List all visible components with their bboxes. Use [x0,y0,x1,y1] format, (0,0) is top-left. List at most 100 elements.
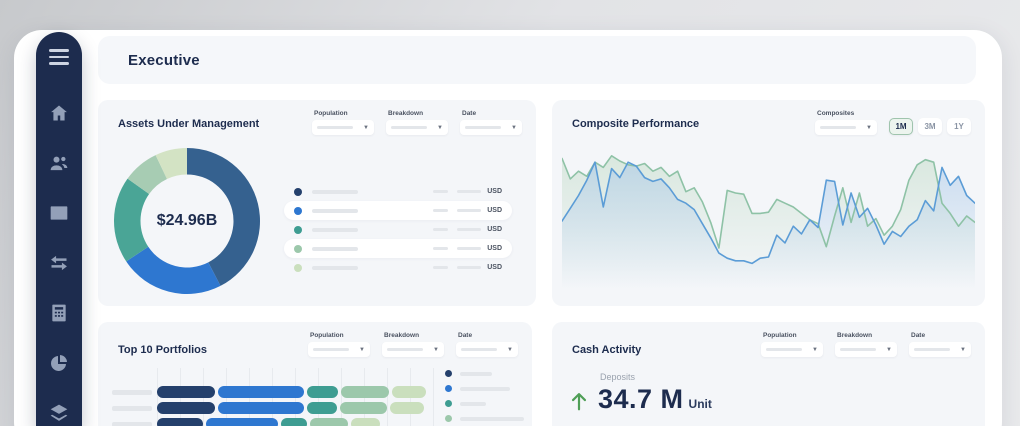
donut-segment [187,148,260,286]
redacted-value [387,348,423,351]
population-select[interactable]: ▼ [761,342,823,357]
redacted-value [914,348,950,351]
aum-legend-row: USD [284,239,512,258]
bar-segment [310,418,348,426]
legend-dot [294,187,302,196]
breakdown-select[interactable]: ▼ [386,120,448,135]
layers-icon[interactable] [49,403,69,423]
calculator-icon[interactable] [49,303,69,323]
composites-select[interactable]: ▼ [815,120,877,135]
card-cash-activity: Cash Activity Population ▼ Breakdown ▼ D… [552,322,985,426]
portfolio-bar-row [112,402,518,414]
redacted-label [312,246,358,251]
filter-label-composites: Composites [817,110,855,117]
date-select[interactable]: ▼ [456,342,518,357]
card-assets-under-management: Assets Under Management Population ▼ Bre… [98,100,536,306]
redacted-label [112,405,152,411]
redacted-value [433,189,449,194]
redacted-label [460,401,486,406]
redacted-value [465,126,501,129]
card-composite-performance: Composite Performance Composites ▼ 1M 3M… [552,100,985,306]
breakdown-select[interactable]: ▼ [382,342,444,357]
deposits-metric: Deposits 34.7 M Unit [568,372,712,415]
redacted-value [313,348,349,351]
deposits-unit: Unit [688,397,712,411]
donut-segment [127,155,168,195]
redacted-value [457,265,482,270]
filter-label-population: Population [310,332,344,339]
redacted-value [457,246,482,251]
redacted-label [112,389,152,395]
chevron-down-icon: ▼ [359,346,365,353]
redacted-label [460,371,492,376]
legend-dot [294,244,302,253]
redacted-value [433,208,449,213]
redacted-value [317,126,353,129]
legend-dot [445,385,452,392]
card-title: Composite Performance [572,118,700,130]
redacted-value [457,227,482,232]
donut-segment [155,148,187,180]
currency-label: USD [487,264,502,271]
chevron-down-icon: ▼ [507,346,513,353]
range-button-3m[interactable]: 3M [918,118,942,135]
redacted-label [312,265,358,270]
performance-icon[interactable] [49,203,69,223]
redacted-label [112,421,152,426]
chevron-down-icon: ▼ [812,346,818,353]
chevron-down-icon: ▼ [960,346,966,353]
filter-label-breakdown: Breakdown [837,332,873,339]
bar-segment [341,386,389,398]
redacted-value [391,126,427,129]
date-select[interactable]: ▼ [909,342,971,357]
aum-legend-row: USD [284,201,512,220]
breakdown-select[interactable]: ▼ [835,342,897,357]
top10-legend-item [445,368,524,379]
home-icon[interactable] [49,103,69,123]
bar-segment [351,418,380,426]
deposits-value: 34.7 M [598,384,684,414]
filter-label-population: Population [314,110,348,117]
aum-legend-row: USD [284,220,512,239]
bar-segment [157,418,203,426]
portfolio-bar-row [112,386,518,398]
redacted-value [461,348,497,351]
bar-segment [307,402,337,414]
legend-dot [445,370,452,377]
aum-legend-row: USD [284,258,512,277]
aum-donut-chart: $24.96B [112,146,262,296]
card-title: Cash Activity [572,344,642,356]
filter-label-date: Date [462,110,477,117]
filter-label-date: Date [458,332,473,339]
bar-segment [206,418,278,426]
bar-segment [157,402,215,414]
users-icon[interactable] [49,153,69,173]
aum-legend-row: USD [284,182,512,201]
chevron-down-icon: ▼ [511,124,517,131]
range-button-1m[interactable]: 1M [889,118,913,135]
redacted-value [457,189,482,194]
chevron-down-icon: ▼ [866,124,872,131]
transfers-icon[interactable] [49,253,69,273]
filter-label-breakdown: Breakdown [388,110,424,117]
donut-segment [126,246,221,294]
donut-segment [114,178,150,262]
header-bar: Executive [98,36,976,84]
legend-dot [294,225,302,234]
filter-label-date: Date [911,332,926,339]
chevron-down-icon: ▼ [437,124,443,131]
menu-icon[interactable] [49,49,69,65]
population-select[interactable]: ▼ [308,342,370,357]
bar-segment [281,418,307,426]
bar-segment [157,386,215,398]
range-button-1y[interactable]: 1Y [947,118,971,135]
redacted-label [312,227,358,232]
population-select[interactable]: ▼ [312,120,374,135]
allocation-pie-icon[interactable] [49,353,69,373]
date-select[interactable]: ▼ [460,120,522,135]
bar-segment [390,402,424,414]
currency-label: USD [487,188,502,195]
top10-bar-chart [112,368,518,426]
bar-segment [218,402,304,414]
composite-blue-area [562,162,975,300]
